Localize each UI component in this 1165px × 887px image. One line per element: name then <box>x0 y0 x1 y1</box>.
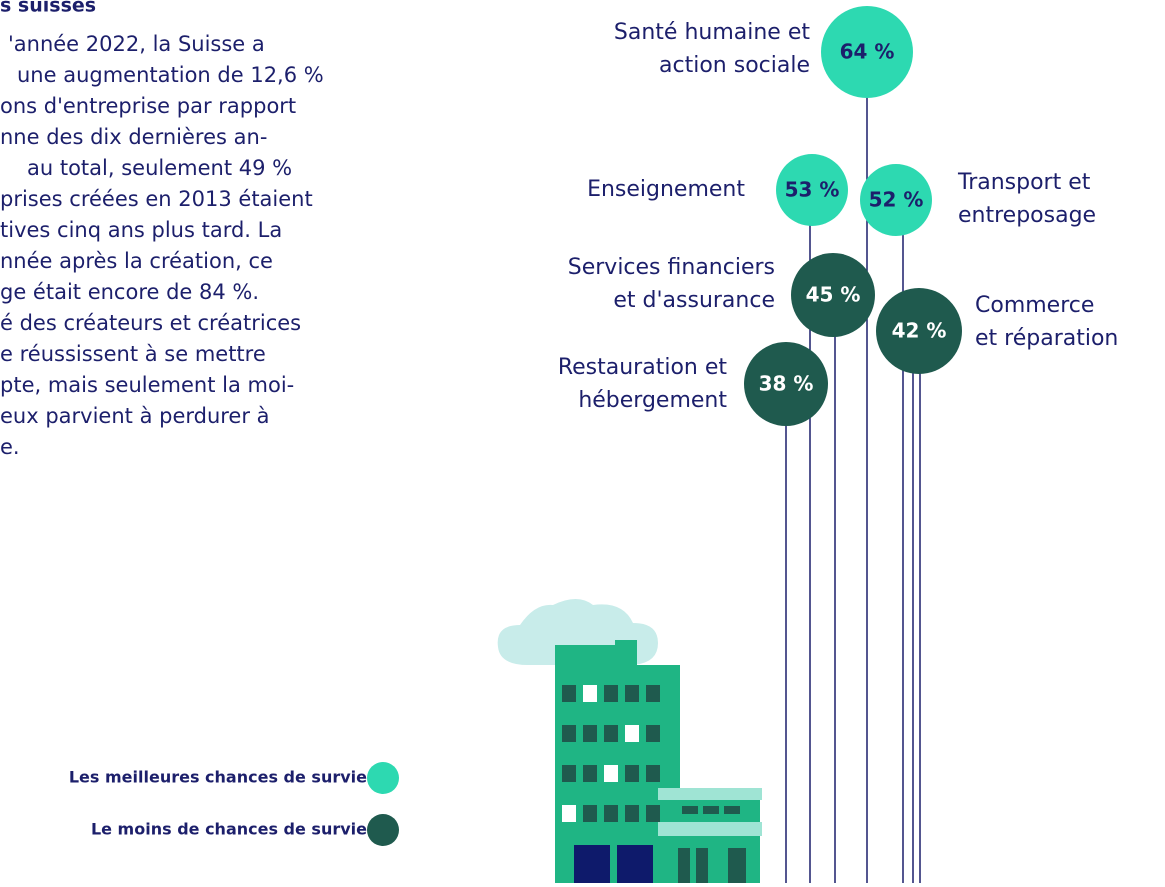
legend-swatch <box>367 814 399 846</box>
balloon-percent: 64 % <box>840 40 895 64</box>
paragraph-line: e réussissent à se mettre <box>0 342 266 366</box>
paragraph-line: ge était encore de 84 %. <box>0 280 259 304</box>
balloon-label: Santé humaine et <box>614 20 810 45</box>
paragraph-line: au total, seulement 49 % <box>27 156 292 180</box>
paragraph-line: nne des dix dernières an- <box>0 125 267 149</box>
balloon-percent: 52 % <box>869 188 924 212</box>
legend-label: Le moins de chances de survie <box>91 820 367 839</box>
balloon-percent: 38 % <box>759 372 814 396</box>
balloon-label: Commerce <box>975 293 1094 318</box>
balloon-label: et réparation <box>975 326 1118 351</box>
paragraph-line: prises créées en 2013 étaient <box>0 187 313 211</box>
balloon: 52 % Transport et entreposage <box>860 164 1096 883</box>
legend-swatch <box>367 762 399 794</box>
paragraph-line: pte, mais seulement la moi- <box>0 373 294 397</box>
paragraph-line: 'année 2022, la Suisse a <box>8 32 265 56</box>
balloon-percent: 42 % <box>892 319 947 343</box>
balloon-label: Enseignement <box>587 177 745 202</box>
balloon-label: entreposage <box>958 203 1096 228</box>
balloon-label: Transport et <box>957 170 1091 195</box>
paragraph-line: é des créateurs et créatrices <box>0 311 301 335</box>
balloon-label: hébergement <box>578 388 727 413</box>
paragraph-line: ons d'entreprise par rapport <box>0 94 296 118</box>
paragraph-line: eux parvient à perdurer à <box>0 404 270 428</box>
balloon-label: action sociale <box>659 53 810 78</box>
infographic: s suisses 'année 2022, la Suisse a une aug… <box>0 0 1165 883</box>
balloon-percent: 45 % <box>806 283 861 307</box>
balloon-percent: 53 % <box>785 178 840 202</box>
balloon-label: et d'assurance <box>613 288 775 313</box>
paragraph-line: tives cinq ans plus tard. La <box>0 218 282 242</box>
paragraph-line: une augmentation de 12,6 % <box>17 63 324 87</box>
heading: s suisses <box>0 0 96 17</box>
page: {"article": {"heading": "s suisses", "pa… <box>0 0 1165 883</box>
paragraph-line: e. <box>0 435 20 459</box>
balloon: 42 % Commerce et réparation <box>876 288 1118 883</box>
paragraph-line: nnée après la création, ce <box>0 249 273 273</box>
balloon-label: Services financiers <box>568 255 775 280</box>
legend-label: Les meilleures chances de survie <box>69 768 367 787</box>
balloon-label: Restauration et <box>558 355 728 380</box>
building-illustration <box>498 599 762 883</box>
